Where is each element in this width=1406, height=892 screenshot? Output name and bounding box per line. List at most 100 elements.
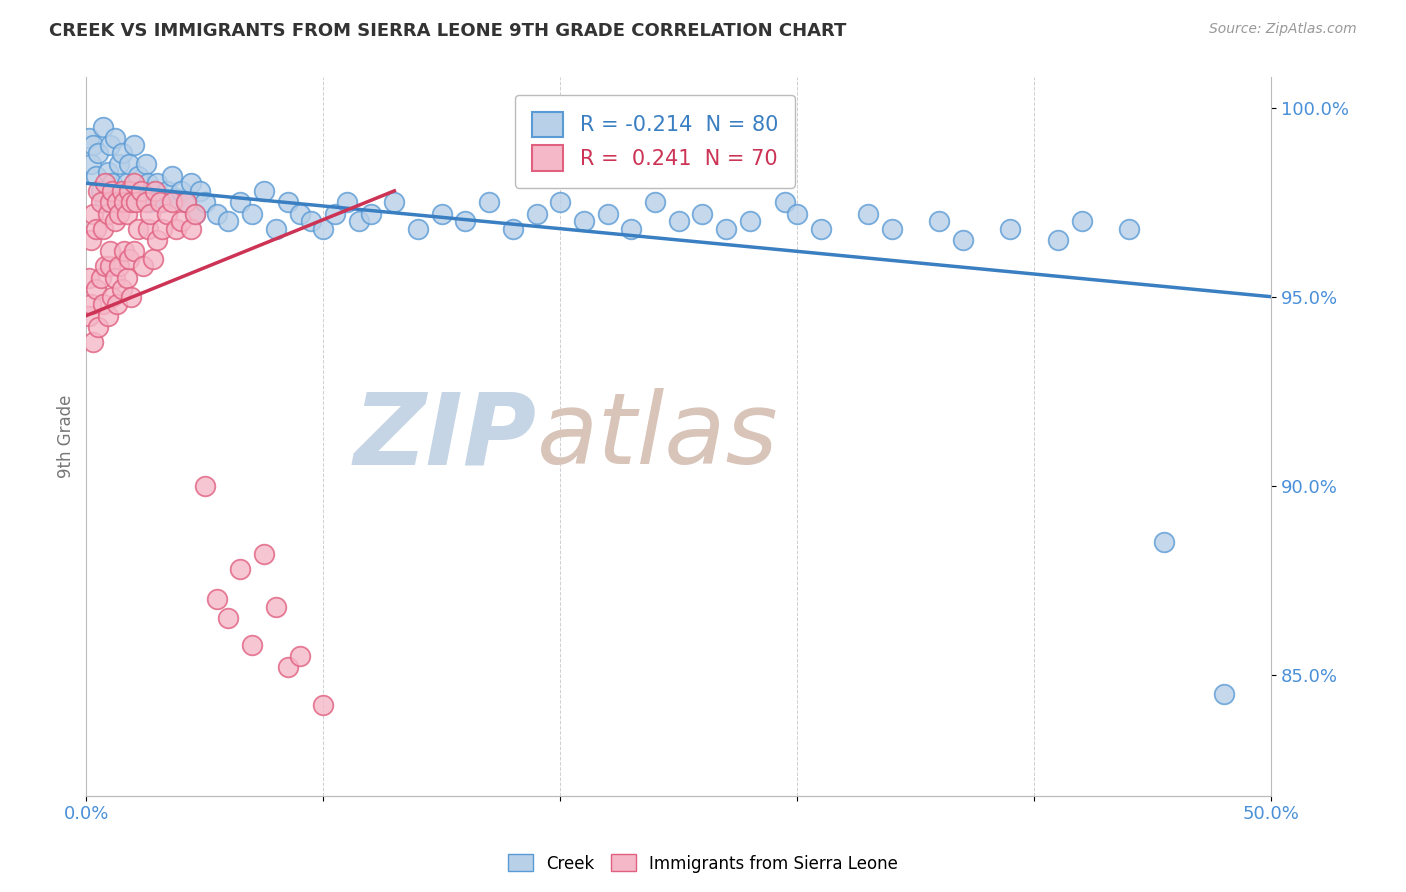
Point [170,184,193,198]
Point [89,270,111,285]
Point [101,184,124,198]
Point [406,221,429,235]
Point [111,282,134,296]
Point [108,206,131,220]
Point [952,233,974,247]
Point [644,195,666,210]
Point [142,252,165,266]
Legend: Creek, Immigrants from Sierra Leone: Creek, Immigrants from Sierra Leone [501,847,905,880]
Point [347,214,370,228]
Point [775,195,797,210]
Point [89,195,111,210]
Text: ZIP: ZIP [353,388,537,485]
Point [526,206,548,220]
Point [277,195,299,210]
Point [94,176,117,190]
Point [174,195,197,210]
Point [714,221,737,235]
Point [312,221,335,235]
Point [115,206,138,220]
Point [194,479,217,493]
Point [382,195,405,210]
Point [668,214,690,228]
Point [240,638,263,652]
Text: Source: ZipAtlas.com: Source: ZipAtlas.com [1209,22,1357,37]
Point [229,562,252,576]
Point [127,221,149,235]
Point [217,214,239,228]
Point [101,290,124,304]
Point [98,138,121,153]
Point [184,206,207,220]
Point [105,297,128,311]
Point [165,221,187,235]
Point [87,184,110,198]
Point [77,309,100,323]
Point [82,335,104,350]
Point [104,131,127,145]
Point [120,290,142,304]
Point [810,221,832,235]
Point [160,195,183,210]
Point [264,221,287,235]
Point [91,297,114,311]
Point [165,191,187,205]
Point [738,214,761,228]
Point [136,221,159,235]
Point [143,184,166,198]
Point [194,195,217,210]
Point [135,195,157,210]
Point [125,195,148,210]
Point [80,297,103,311]
Point [1070,214,1092,228]
Point [80,157,103,171]
Point [180,221,202,235]
Point [880,221,903,235]
Point [312,698,335,712]
Point [548,195,571,210]
Point [108,260,131,274]
Point [150,221,173,235]
Point [101,176,124,190]
Point [180,176,202,190]
Point [253,184,276,198]
Point [112,244,135,259]
Point [188,184,211,198]
Point [84,282,107,296]
Point [156,184,179,198]
Point [91,120,114,134]
Point [1046,233,1069,247]
Point [150,195,173,210]
Point [108,157,131,171]
Point [129,184,152,198]
Point [170,214,193,228]
Point [1212,687,1234,701]
Point [142,184,165,198]
Point [149,195,172,210]
Point [118,157,141,171]
Point [156,206,179,220]
Point [87,320,110,334]
Y-axis label: 9th Grade: 9th Grade [58,395,75,478]
Text: atlas: atlas [537,388,778,485]
Point [160,169,183,183]
Point [98,260,121,274]
Point [692,206,714,220]
Point [478,195,501,210]
Point [120,184,142,198]
Point [139,195,162,210]
Point [146,233,169,247]
Point [572,214,595,228]
Point [277,660,299,674]
Point [1118,221,1140,235]
Point [786,206,808,220]
Point [454,214,477,228]
Point [132,260,155,274]
Point [217,611,239,625]
Point [136,176,159,190]
Point [115,176,138,190]
Point [122,244,145,259]
Point [323,206,346,220]
Point [87,146,110,161]
Point [288,648,311,663]
